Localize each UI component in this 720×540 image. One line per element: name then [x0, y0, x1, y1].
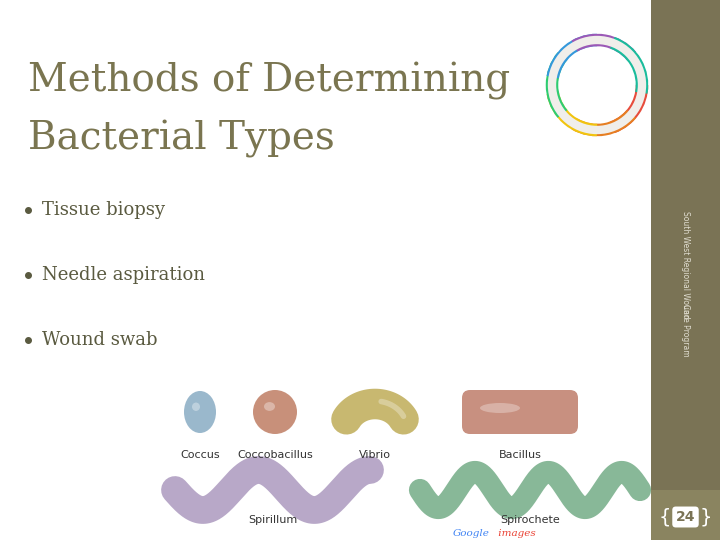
- Circle shape: [572, 60, 622, 110]
- Text: Coccobacillus: Coccobacillus: [237, 450, 313, 460]
- Bar: [651, 0, 720, 490]
- Text: 24: 24: [676, 510, 696, 524]
- Text: Tissue biopsy: Tissue biopsy: [42, 201, 165, 219]
- FancyBboxPatch shape: [462, 390, 578, 434]
- Ellipse shape: [184, 391, 216, 433]
- Text: {: {: [659, 508, 671, 526]
- Text: Vibrio: Vibrio: [359, 450, 391, 460]
- Text: Care Program: Care Program: [681, 303, 690, 356]
- Text: }: }: [700, 508, 712, 526]
- Text: Methods of Determining: Methods of Determining: [28, 62, 510, 100]
- Ellipse shape: [264, 402, 275, 411]
- Text: Google: Google: [453, 529, 490, 537]
- Bar: [155, 375, 640, 535]
- Text: Bacillus: Bacillus: [498, 450, 541, 460]
- Text: Wound swab: Wound swab: [42, 331, 158, 349]
- Ellipse shape: [480, 403, 520, 413]
- Ellipse shape: [192, 402, 200, 411]
- Text: images: images: [495, 529, 536, 537]
- Bar: [651, 490, 720, 540]
- Text: Bacterial Types: Bacterial Types: [28, 120, 335, 158]
- Ellipse shape: [253, 390, 297, 434]
- Text: Needle aspiration: Needle aspiration: [42, 266, 205, 284]
- Text: Spirillum: Spirillum: [248, 515, 297, 525]
- Text: Coccus: Coccus: [180, 450, 220, 460]
- Text: South West Regional Wound: South West Regional Wound: [681, 211, 690, 319]
- Text: Spirochete: Spirochete: [500, 515, 560, 525]
